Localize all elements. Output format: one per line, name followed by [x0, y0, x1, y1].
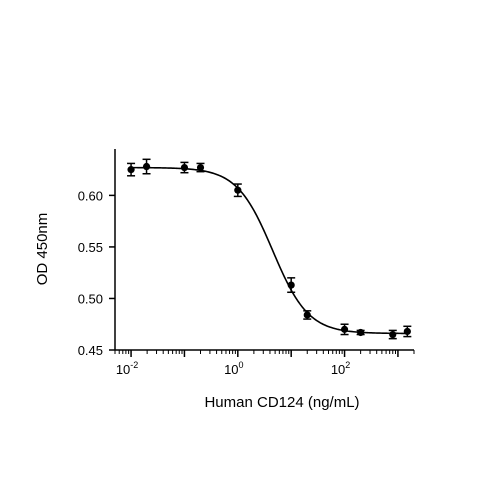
x-tick-exponent: 2 [345, 360, 350, 370]
data-point [196, 163, 205, 172]
data-point [389, 330, 397, 339]
data-point [357, 328, 365, 337]
fit-curve [131, 166, 408, 335]
y-tick-label: 0.45 [78, 343, 103, 358]
data-point-group [180, 161, 189, 174]
data-point [303, 311, 311, 319]
data-point-group [303, 310, 312, 320]
data-point-group [388, 329, 397, 340]
data-point-group [196, 162, 205, 173]
data-point-group [356, 328, 365, 337]
data-point-group [287, 277, 296, 294]
data-point [287, 281, 295, 289]
y-axis-ticks: 0.45 0.50 0.55 0.60 [78, 188, 115, 358]
x-axis-ticks: 10-2 100 102 [114, 350, 415, 377]
x-tick-base: 10 [116, 362, 130, 377]
data-points [127, 158, 412, 340]
data-point [127, 166, 135, 174]
y-tick-label: 0.55 [78, 240, 103, 255]
data-point [403, 327, 411, 336]
data-point [234, 186, 242, 194]
x-tick-exponent: 0 [239, 360, 244, 370]
data-point-group [233, 183, 242, 198]
data-point-group [340, 323, 349, 336]
plot-area: 0.450.500.550.60 10-2 100 102 [78, 149, 415, 377]
data-point [142, 162, 151, 171]
x-tick-label: 10-2 [116, 360, 138, 377]
data-point [180, 163, 189, 172]
x-tick-base: 10 [331, 362, 345, 377]
data-point-group [403, 325, 412, 338]
x-tick-base: 10 [224, 362, 238, 377]
x-tick-exponent: -2 [130, 360, 138, 370]
x-axis-title: Human CD124 (ng/mL) [204, 394, 359, 411]
y-axis-title: OD 450nm [34, 213, 51, 286]
data-point [340, 325, 349, 333]
data-point-group [127, 162, 136, 177]
x-tick-label: 100 [224, 360, 243, 377]
data-point-group [142, 158, 151, 175]
x-tick-label: 102 [331, 360, 350, 377]
y-tick-label: 0.50 [78, 291, 103, 306]
y-tick-label: 0.60 [78, 188, 103, 203]
